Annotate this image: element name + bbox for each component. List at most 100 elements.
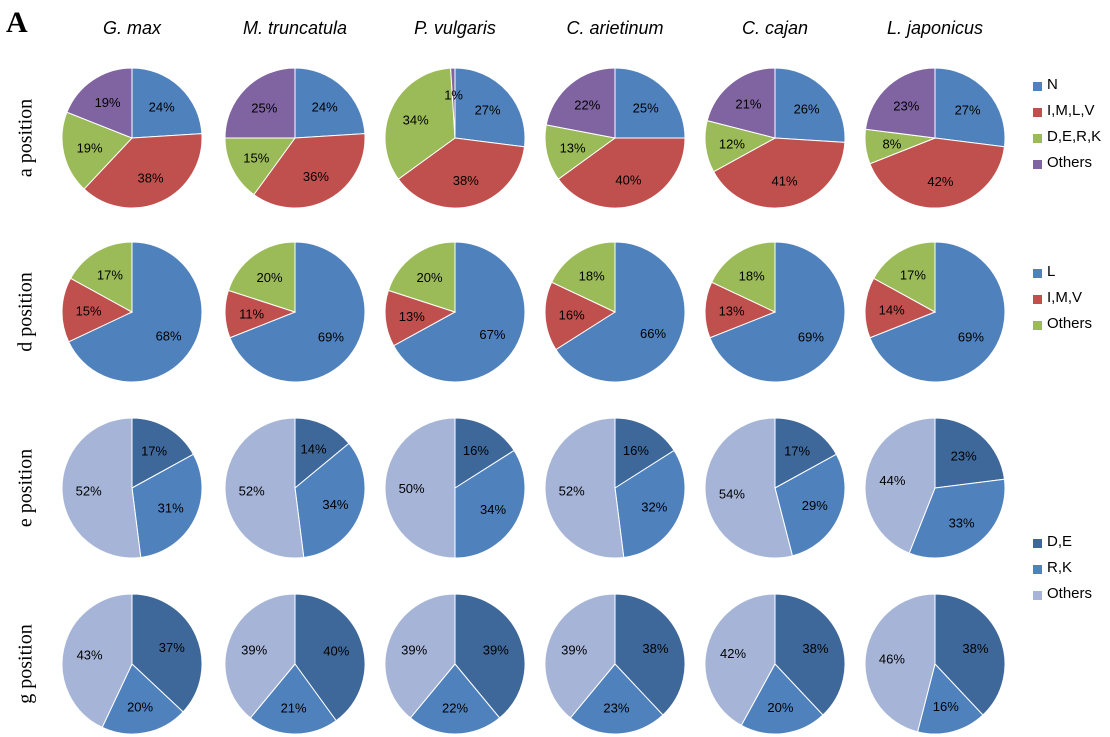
pie-data-label: 68% [156,328,182,343]
pie-3-4: 38% 20% 42% [704,593,846,735]
pie-2-5: 23% 33% 44% [864,417,1006,559]
pie-data-label: 32% [641,500,667,515]
pie-slice [614,417,675,489]
legend-label: N [1047,76,1058,93]
pie-2-0: 17% 31% 52% [61,417,203,559]
pie-slice [454,417,515,489]
pie-data-label: 17% [141,444,167,459]
pie-slice [704,417,794,559]
pie-data-label: 20% [767,700,793,715]
pie-data-label: 69% [798,329,824,344]
pie-0-1: 24% 36% 15% 25% [224,67,366,209]
pie-slice [869,137,1006,209]
pie-slice [864,593,936,733]
pie-data-label: 14% [879,302,905,317]
pie-slice [614,449,686,559]
pie-data-label: 11% [239,306,264,321]
pie-slice [710,241,776,313]
legend-swatch [1033,321,1042,330]
pie-slice [774,67,846,143]
pie-slice [550,241,616,313]
pie-data-label: 18% [739,268,765,283]
pie-data-label: 52% [76,484,102,499]
legend-swatch [1033,269,1042,278]
pie-data-label: 23% [893,98,919,113]
pie-slice [83,133,203,209]
legend-swatch [1033,591,1042,600]
pie-slice [384,417,456,559]
pie-data-label: 39% [241,642,267,657]
pie-data-label: 8% [883,136,902,151]
pie-slice [227,241,296,313]
legend-label: Others [1047,585,1093,602]
pie-slice [557,137,686,209]
panel-letter: A [6,6,28,39]
pie-data-label: 69% [318,329,344,344]
legend-label: Others [1047,315,1093,332]
pie-data-label: 15% [76,304,102,319]
pie-slice [864,277,937,339]
pie-data-label: 16% [933,699,959,714]
pie-data-label: 42% [927,174,953,189]
legend-swatch [1033,108,1042,117]
species-title-c-arietinum: C. arietinum [566,18,664,38]
pie-slice [69,241,133,313]
legend-swatch [1033,539,1042,548]
pie-slice [224,417,305,559]
pie-slice [555,241,686,383]
legend-label: L [1047,263,1056,280]
pie-data-label: 17% [900,268,926,283]
pie-data-label: 41% [771,173,797,188]
pie-slice [384,67,456,180]
pie-slice [224,67,296,139]
pie-data-label: 16% [463,443,489,458]
pie-slice [704,593,776,727]
pie-slice [934,417,1006,489]
pie-slice [864,67,936,139]
pie-data-label: 23% [951,448,977,463]
pie-slice [397,137,526,209]
pie-data-label: 31% [158,501,184,516]
pie-data-label: 40% [615,172,641,187]
pie-slice [934,593,1006,716]
pie-slice [384,593,456,719]
pie-slice [294,442,366,559]
pie-slice [704,281,777,339]
pie-slice [544,124,617,180]
pie-slice [774,417,838,489]
pie-slice [131,453,203,559]
pie-data-label: 20% [416,270,442,285]
pie-3-3: 38% 23% 39% [544,593,686,735]
pie-data-label: 13% [719,304,745,319]
pie-data-label: 17% [784,444,810,459]
pie-data-label: 21% [281,700,307,715]
pie-slice [294,417,350,490]
pie-3-1: 40% 21% 39% [224,593,366,735]
pie-slice [409,663,501,735]
legend-label: D,E,R,K [1047,128,1102,145]
pie-data-label: 19% [95,95,121,110]
pie-data-label: 25% [633,100,659,115]
pie-slice [224,593,296,719]
pie-0-5: 27% 42% 8% 23% [864,67,1006,209]
pie-slice [384,289,457,347]
species-title-p-vulgaris: P. vulgaris [414,18,496,38]
pie-slice [934,67,1006,148]
pie-slice [872,241,936,313]
pie-slice [61,277,134,343]
pie-data-label: 22% [442,700,468,715]
pie-3-0: 37% 20% 43% [61,593,203,735]
legend-label: I,M,V [1047,289,1083,306]
legend-swatch [1033,134,1042,143]
pie-data-label: 40% [323,644,349,659]
pie-data-label: 12% [719,136,745,151]
pie-slice [774,593,846,716]
legend-label: Others [1047,154,1093,171]
pie-data-label: 22% [574,98,600,113]
pie-data-label: 38% [642,641,668,656]
pie-1-0: 68% 15% 17% [61,241,203,383]
pie-0-2: 27% 38% 34% 1% [384,67,526,209]
pie-data-label: 38% [453,173,479,188]
pie-data-label: 34% [322,497,348,512]
